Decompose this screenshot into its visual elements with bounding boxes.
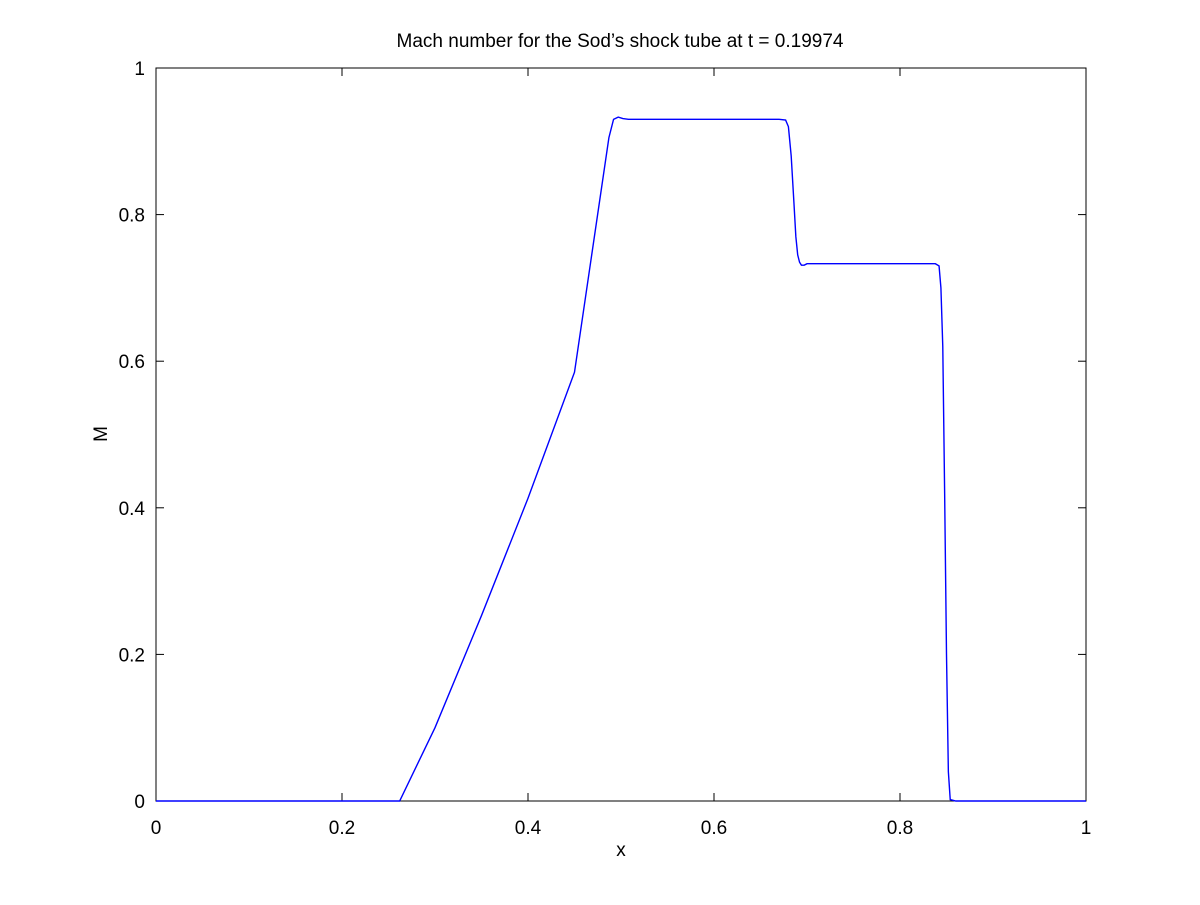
y-axis-label: M	[91, 426, 112, 442]
mach-number-line	[156, 116, 1086, 802]
y-tick-label: 0.4	[119, 499, 146, 520]
x-tick-label: 1	[1081, 818, 1092, 839]
x-tick-label: 0.4	[515, 818, 542, 839]
y-tick-label: 0	[134, 792, 145, 813]
tick-layer: 0 0.2 0.4 0.6 0.8 1 0 0.2 0.4 0.6 0.8 1	[119, 59, 1092, 839]
x-tick-label: 0	[151, 818, 162, 839]
x-tick-label: 0.6	[701, 818, 727, 839]
y-tick-label: 0.8	[119, 206, 145, 227]
plot-frame	[155, 67, 1087, 802]
y-tick-label: 1	[134, 59, 145, 80]
x-tick-label: 0.8	[887, 818, 913, 839]
x-axis-label: x	[616, 840, 626, 861]
chart-title: Mach number for the Sod’s shock tube at …	[397, 31, 844, 52]
x-tick-label: 0.2	[329, 818, 355, 839]
y-tick-label: 0.6	[119, 352, 145, 373]
y-tick-label: 0.2	[119, 645, 145, 666]
